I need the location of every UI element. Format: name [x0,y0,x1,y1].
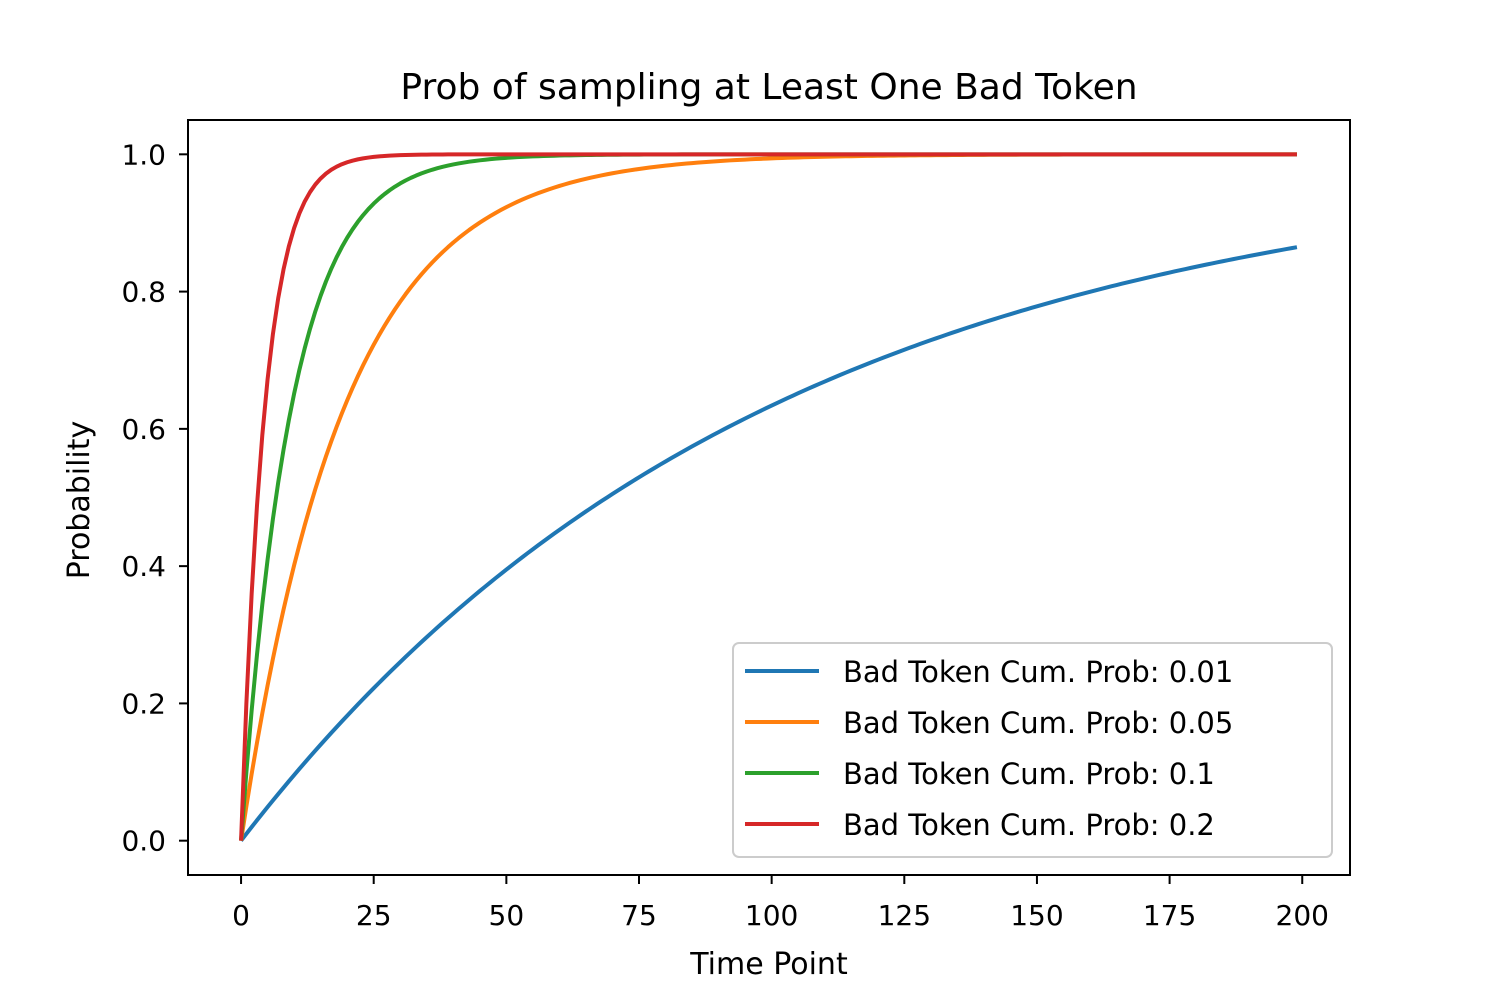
y-tick-label: 0.2 [121,687,166,720]
series-line-0 [239,245,1298,842]
series-layer [239,152,1298,842]
plot-frame [187,119,1351,876]
y-tick-label: 1.0 [121,138,166,171]
legend-label-1: Bad Token Cum. Prob: 0.05 [843,706,1233,740]
x-axis-title: Time Point [689,947,848,982]
legend-label-2: Bad Token Cum. Prob: 0.1 [843,757,1215,791]
x-tick-label: 25 [356,899,392,932]
y-tick-label: 0.4 [121,550,166,583]
y-tick-label: 0.6 [121,413,166,446]
legend-label-0: Bad Token Cum. Prob: 0.01 [843,655,1233,689]
x-tick-label: 100 [745,899,798,932]
series-line-3 [239,152,1297,841]
legend-label-3: Bad Token Cum. Prob: 0.2 [843,808,1215,842]
x-tick-label: 175 [1143,899,1196,932]
chart-title: Prob of sampling at Least One Bad Token [400,67,1137,108]
y-tick-label: 0.0 [121,825,166,858]
y-tick-label: 0.8 [121,276,166,309]
x-axis: 0 25 50 75 100 125 150 175 200 [232,875,1329,932]
x-tick-label: 150 [1010,899,1063,932]
x-tick-label: 0 [232,899,250,932]
x-tick-label: 50 [489,899,525,932]
legend-box [732,642,1333,858]
x-tick-label: 75 [621,899,657,932]
y-axis: 0.0 0.2 0.4 0.6 0.8 1.0 [121,138,188,858]
x-tick-label: 200 [1276,899,1329,932]
legend: Bad Token Cum. Prob: 0.01 Bad Token Cum.… [732,642,1333,858]
y-axis-title: Probability [62,421,97,580]
x-tick-label: 125 [878,899,931,932]
